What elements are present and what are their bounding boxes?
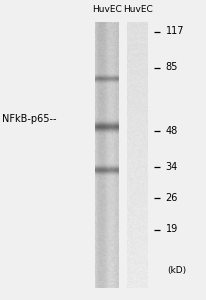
- Text: HuvEC: HuvEC: [122, 4, 152, 14]
- Text: 117: 117: [165, 26, 183, 37]
- Text: 19: 19: [165, 224, 177, 235]
- Text: (kD): (kD): [167, 266, 186, 274]
- Text: 85: 85: [165, 62, 177, 73]
- Text: HuvEC: HuvEC: [92, 4, 122, 14]
- Text: NFkB-p65--: NFkB-p65--: [2, 113, 56, 124]
- Text: 34: 34: [165, 161, 177, 172]
- Text: 26: 26: [165, 193, 177, 203]
- Text: 48: 48: [165, 125, 177, 136]
